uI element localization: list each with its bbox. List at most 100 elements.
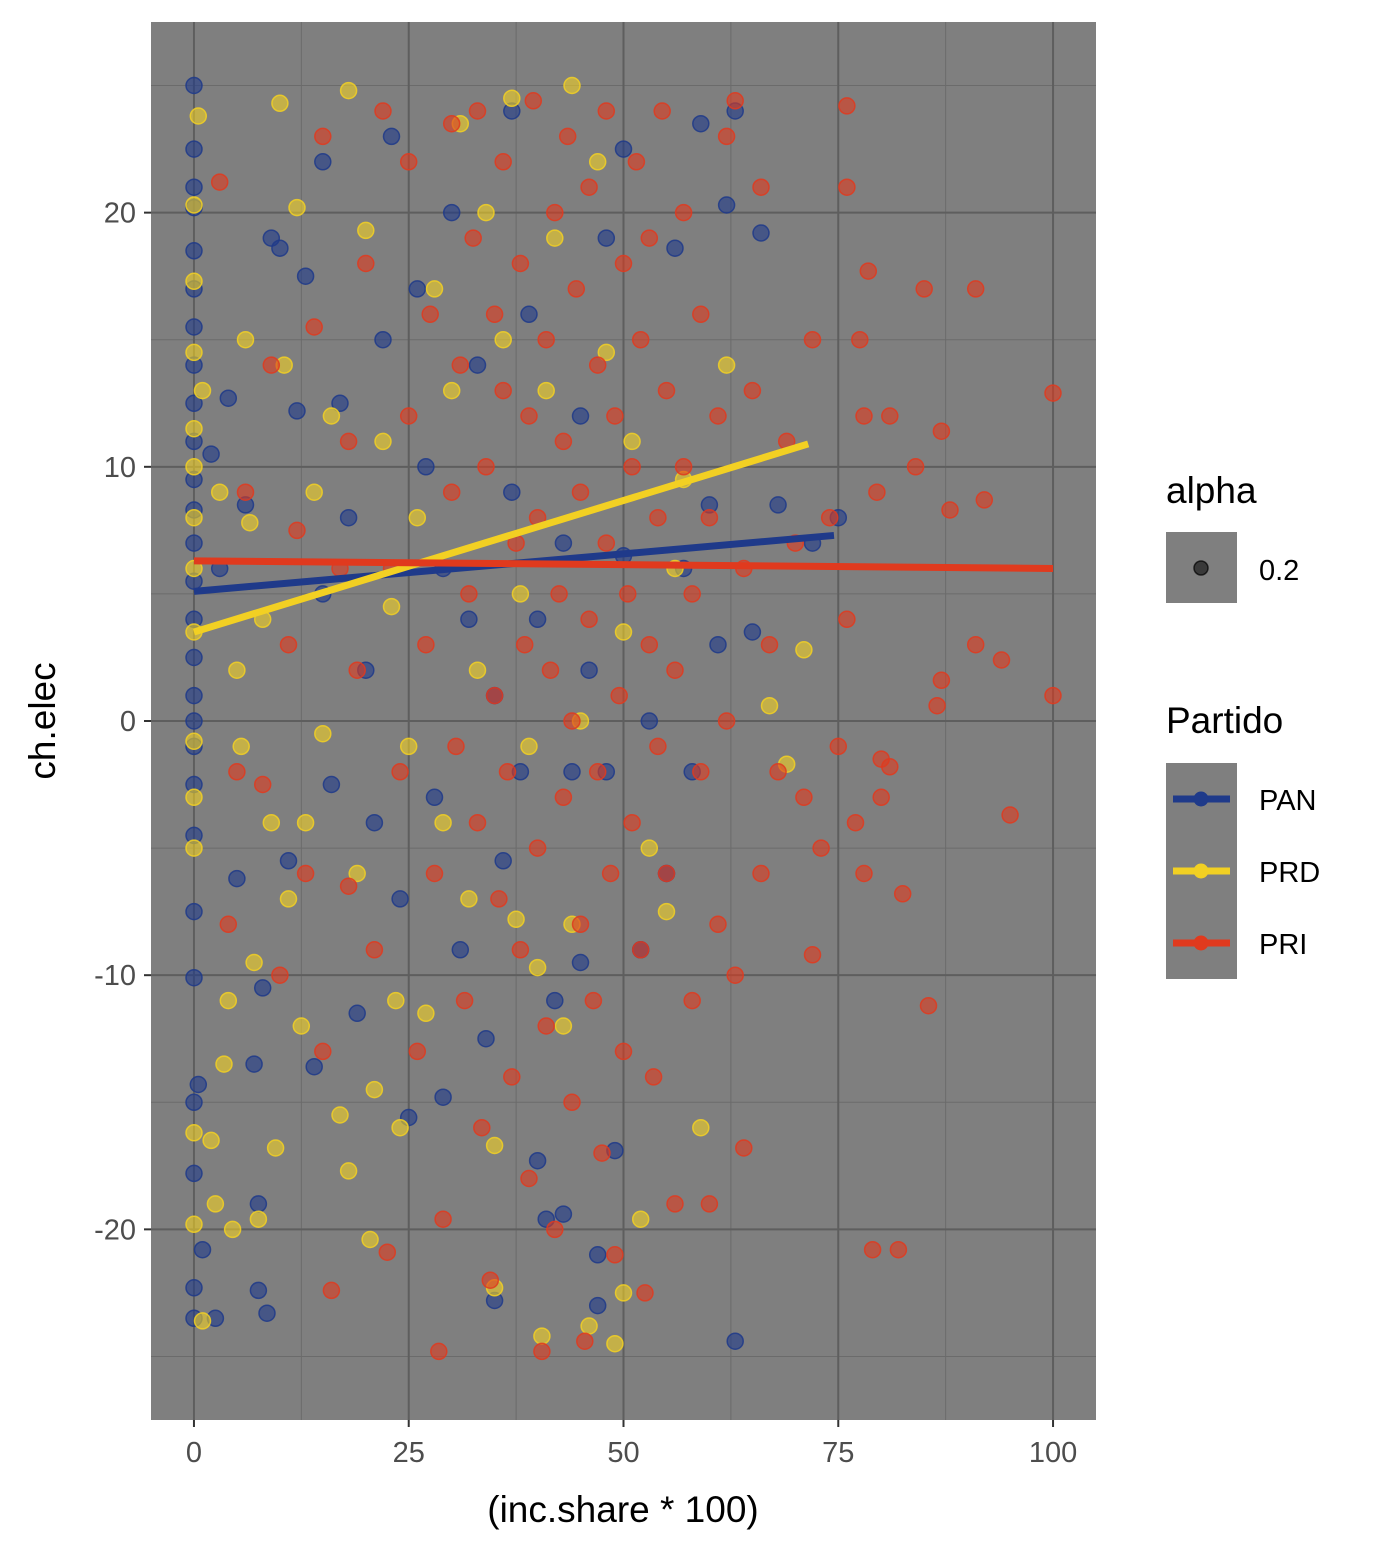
point-prd: [185, 508, 203, 527]
point-pan: [185, 902, 203, 921]
x-axis-title: (inc.share * 100): [487, 1489, 758, 1530]
point-pri: [434, 1210, 452, 1228]
point-pri: [339, 877, 358, 895]
x-tick-label: 75: [822, 1437, 854, 1469]
legend-label-prd: PRD: [1259, 857, 1320, 889]
point-prd: [241, 513, 259, 532]
point-pri: [296, 864, 315, 883]
y-tick-label: 10: [104, 452, 136, 484]
point-prd: [425, 280, 444, 298]
point-prd: [314, 724, 332, 743]
point-pan: [434, 1088, 452, 1106]
point-pri: [846, 813, 865, 832]
point-prd: [554, 1017, 573, 1035]
point-prd: [223, 1220, 242, 1239]
x-tick-label: 50: [607, 1437, 639, 1469]
point-pri: [271, 966, 289, 984]
point-pri: [374, 102, 392, 120]
point-pri: [357, 254, 375, 273]
point-pan: [185, 394, 203, 413]
point-pri: [743, 381, 762, 400]
point-pan: [185, 318, 203, 336]
point-pri: [683, 991, 701, 1010]
point-pri: [563, 1093, 581, 1112]
point-pan: [249, 1281, 268, 1300]
point-prd: [185, 196, 203, 214]
point-pan: [425, 788, 444, 807]
point-pan: [408, 280, 427, 298]
point-prd: [494, 330, 512, 349]
point-prd: [245, 953, 263, 972]
point-pri: [498, 763, 517, 781]
point-prd: [477, 203, 495, 222]
legend-entries: PAN PRD PRI: [1173, 785, 1320, 961]
point-prd: [193, 1312, 212, 1330]
point-pri: [863, 1240, 882, 1259]
point-pri: [314, 1042, 332, 1061]
point-pan: [769, 496, 787, 514]
point-prd: [382, 597, 401, 616]
point-pri: [692, 763, 710, 781]
point-pri: [567, 280, 586, 298]
point-pri: [520, 407, 538, 425]
point-pri: [872, 750, 890, 768]
point-pri: [314, 127, 332, 146]
point-prd: [417, 1004, 435, 1023]
point-pan: [614, 140, 633, 158]
point-prd: [692, 1118, 710, 1137]
point-pri: [541, 661, 560, 679]
point-pri: [447, 737, 465, 756]
legend-key-point-pan: [1193, 791, 1209, 807]
point-pri: [537, 330, 555, 349]
point-pri: [649, 508, 667, 527]
x-tick-label: 100: [1029, 1437, 1077, 1469]
point-pri: [623, 458, 641, 476]
y-tick-label: -10: [94, 960, 136, 992]
point-pan: [571, 953, 590, 972]
point-pan: [288, 402, 306, 420]
point-pan: [185, 242, 203, 260]
point-pri: [262, 356, 281, 374]
point-prd: [185, 343, 203, 362]
point-pri: [322, 1281, 341, 1300]
point-pri: [576, 1332, 594, 1350]
point-pri: [640, 635, 659, 654]
point-pri: [760, 635, 779, 654]
point-prd: [232, 737, 250, 756]
point-pan: [193, 1240, 212, 1259]
y-axis: -20 -10 0 10 20: [94, 198, 151, 1246]
legend-partido: Partido PAN PRD PRI: [1166, 700, 1320, 979]
point-pri: [829, 737, 848, 756]
legend-label-pan: PAN: [1259, 785, 1316, 817]
point-pri: [735, 1139, 753, 1157]
point-prd: [331, 1106, 349, 1124]
point-pan: [597, 229, 616, 247]
point-pan: [279, 852, 298, 870]
point-prd: [485, 1136, 504, 1155]
point-pri: [893, 885, 912, 903]
point-pan: [185, 1279, 203, 1297]
point-pri: [515, 635, 534, 654]
point-pri: [649, 737, 667, 756]
point-prd: [533, 1327, 551, 1345]
point-pan: [417, 458, 435, 476]
point-pan: [528, 1151, 547, 1170]
point-pri: [975, 491, 994, 509]
point-pan: [331, 394, 349, 413]
point-pri: [421, 305, 439, 324]
legend-alpha-label: 0.2: [1259, 555, 1299, 587]
point-pri: [580, 610, 598, 629]
point-pri: [855, 407, 873, 425]
point-pri: [966, 280, 985, 298]
point-pan: [185, 686, 203, 705]
point-prd: [185, 272, 203, 291]
point-pri: [339, 432, 358, 451]
point-prd: [266, 1139, 285, 1157]
point-pan: [258, 1304, 276, 1322]
point-pri: [932, 671, 951, 690]
point-pan: [305, 1057, 323, 1076]
point-pri: [636, 1284, 654, 1302]
point-pri: [533, 1342, 551, 1361]
point-pri: [279, 635, 298, 654]
